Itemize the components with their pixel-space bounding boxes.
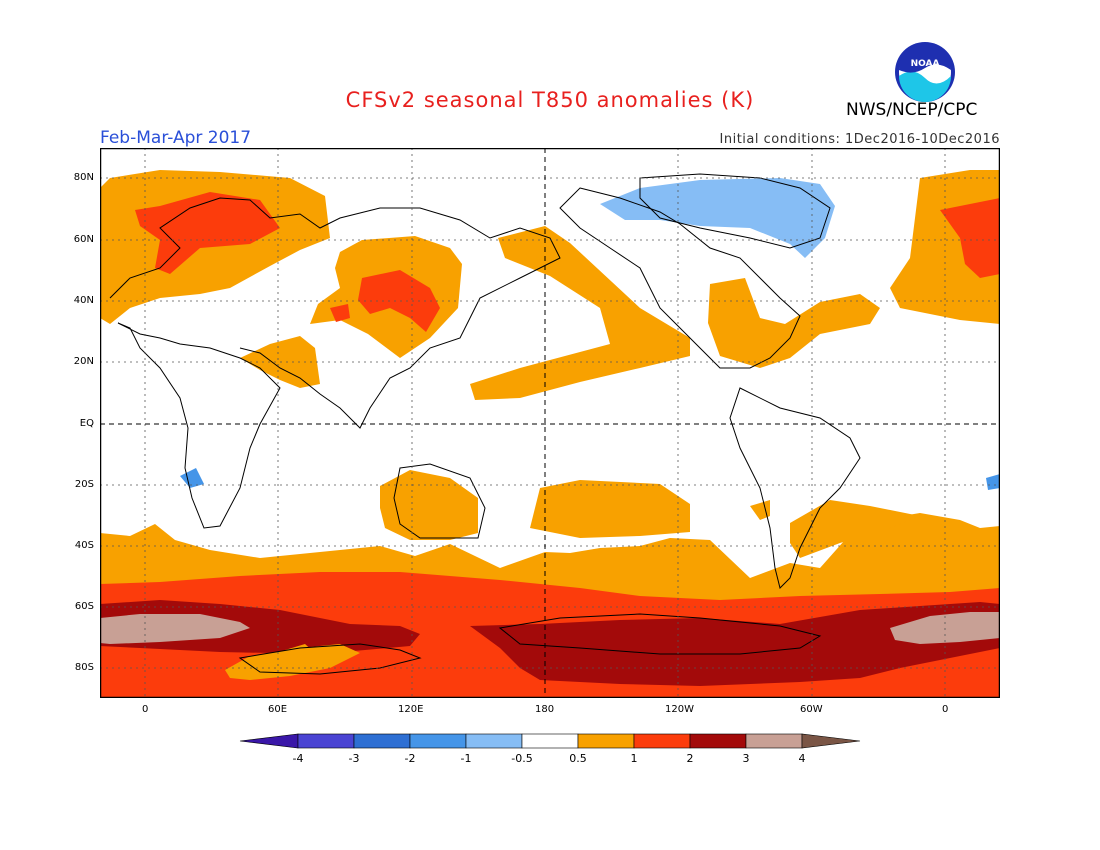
lon-label: 0 [942, 704, 949, 715]
equator-dateline [100, 148, 1000, 698]
south-band-3-4-west [100, 614, 250, 644]
noaa-logo-icon: NOAA [895, 42, 955, 102]
colorbar-segments [239, 733, 861, 749]
initial-conditions-label: Initial conditions: 1Dec2016-10Dec2016 [719, 132, 1000, 147]
east-asia-1-2 [358, 270, 440, 332]
n-america-atlantic-band [708, 278, 880, 368]
colorbar-tick-labels: -4 -3 -2 -1 -0.5 0.5 1 2 3 4 [293, 752, 806, 765]
east-asia-1-2-small [330, 304, 350, 322]
colorbar-tick-label: 1 [631, 752, 638, 765]
colorbar-segment [745, 733, 803, 749]
lat-label: 40S [74, 540, 94, 551]
lat-label: 60N [73, 234, 94, 245]
colorbar-segment [633, 733, 691, 749]
colorbar-tick-label: -1 [461, 752, 472, 765]
lon-label: 120W [665, 704, 694, 715]
lon-label: 180 [535, 704, 555, 715]
colorbar-tick-label: 2 [687, 752, 694, 765]
colorbar-segment [689, 733, 747, 749]
colorbar-legend: -4 -3 -2 -1 -0.5 0.5 1 2 3 4 [239, 733, 861, 765]
colorbar-tick-label: -4 [293, 752, 304, 765]
europe-1-2 [135, 192, 280, 274]
colorbar-segment [353, 733, 411, 749]
lat-label: EQ [79, 418, 94, 429]
colorbar-tick-label: 4 [799, 752, 806, 765]
agency-label: NWS/NCEP/CPC [846, 100, 978, 120]
map-title: CFSv2 seasonal T850 anomalies (K) [345, 88, 755, 112]
colorbar-segment [409, 733, 467, 749]
colorbar-segment [239, 733, 299, 749]
lat-label: 40N [73, 295, 94, 306]
colorbar-tick-label: 3 [743, 752, 750, 765]
colorbar-segment [521, 733, 579, 749]
lat-label: 80S [74, 662, 94, 673]
season-label: Feb-Mar-Apr 2017 [100, 128, 252, 148]
lat-label: 20N [73, 356, 94, 367]
s-atlantic-patch [750, 500, 770, 520]
lat-label: 60S [74, 601, 94, 612]
colorbar-tick-label: -3 [349, 752, 360, 765]
lon-labels: 0 60E 120E 180 120W 60W 0 [100, 704, 1000, 720]
map-frame [100, 148, 1000, 698]
europe-1-2-east [940, 198, 1000, 278]
colorbar-tick-label: 0.5 [569, 752, 587, 765]
south-band-2-3-pacific [470, 602, 1000, 686]
south-atlantic-blue-patch-east [986, 474, 1000, 490]
s-pacific-patch [530, 480, 690, 538]
s-america-patch [790, 500, 920, 558]
lon-label: 0 [142, 704, 149, 715]
lon-label: 120E [398, 704, 424, 715]
lon-label: 60E [268, 704, 288, 715]
lon-label: 60W [800, 704, 823, 715]
colorbar-segment [297, 733, 355, 749]
anomaly-map [100, 148, 1000, 698]
arctic-blue-patch [600, 178, 835, 258]
lat-labels: 80N 60N 40N 20N EQ 20S 40S 60S 80S [60, 148, 96, 698]
colorbar-tick-label: -0.5 [511, 752, 532, 765]
colorbar-tick-label: -2 [405, 752, 416, 765]
lat-label: 80N [73, 172, 94, 183]
n-pacific-band [470, 226, 690, 400]
coastlines [109, 173, 861, 675]
graticule [100, 148, 1000, 698]
colorbar-segment [801, 733, 861, 749]
colorbar-segment [577, 733, 635, 749]
lat-label: 20S [74, 479, 94, 490]
australia-patch [380, 470, 478, 540]
logo-text: NOAA [911, 59, 940, 69]
colorbar-segment [465, 733, 523, 749]
